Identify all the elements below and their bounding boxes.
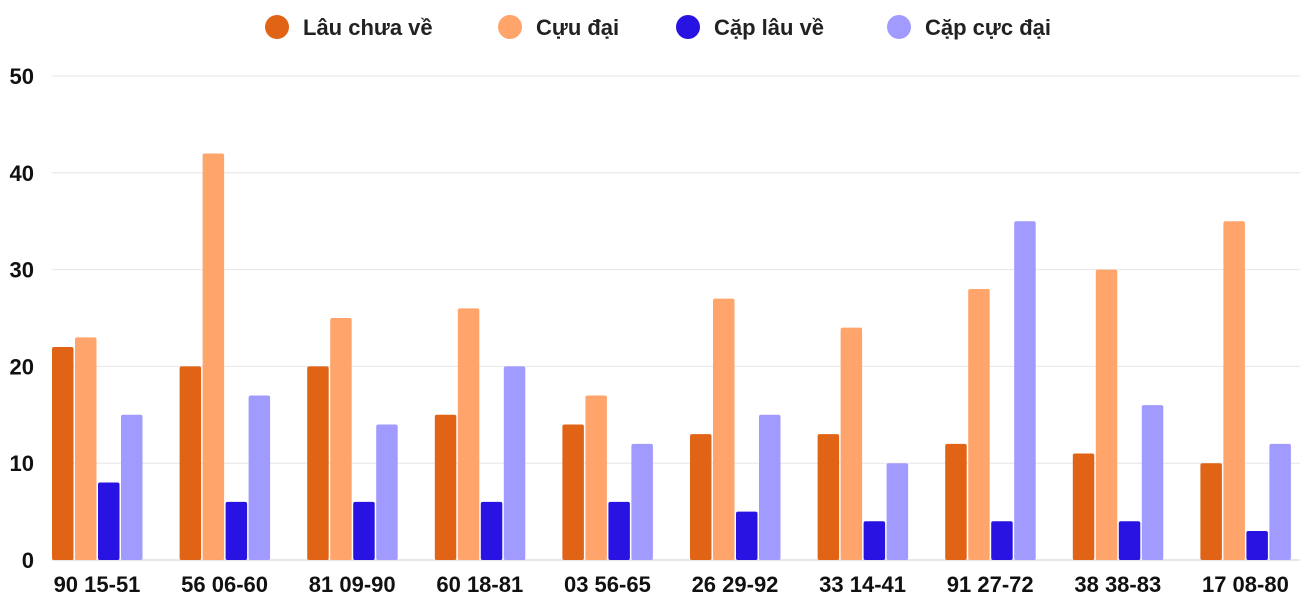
bar bbox=[945, 443, 967, 560]
y-tick-label: 0 bbox=[22, 548, 34, 573]
bar bbox=[376, 424, 398, 560]
bar bbox=[631, 443, 653, 560]
bar bbox=[886, 463, 909, 560]
legend-item: Lâu chưa về bbox=[265, 15, 433, 40]
y-tick-label: 20 bbox=[10, 354, 34, 379]
bar bbox=[1141, 405, 1164, 560]
bar bbox=[1246, 530, 1268, 560]
x-tick-label: 81 09-90 bbox=[309, 572, 396, 597]
bar bbox=[353, 501, 375, 560]
bar bbox=[225, 501, 248, 560]
bar bbox=[817, 434, 840, 560]
bar bbox=[98, 482, 120, 560]
legend-item: Cặp cực đại bbox=[887, 15, 1051, 40]
legend-label: Cặp lâu về bbox=[714, 15, 824, 40]
legend-swatch bbox=[887, 15, 911, 39]
x-tick-label: 33 14-41 bbox=[819, 572, 906, 597]
x-axis-labels: 90 15-51 56 06-60 81 09-90 60 18-81 03 56-65… bbox=[54, 572, 1289, 597]
legend-item: Cựu đại bbox=[498, 15, 619, 40]
y-tick-label: 30 bbox=[10, 258, 34, 283]
bar bbox=[1200, 463, 1222, 560]
bar bbox=[202, 153, 225, 560]
bar bbox=[330, 318, 352, 560]
bar bbox=[585, 395, 607, 560]
bar bbox=[503, 366, 526, 560]
bars bbox=[52, 153, 1291, 560]
bar bbox=[457, 308, 480, 560]
bar bbox=[863, 521, 886, 560]
bar bbox=[121, 414, 143, 560]
y-tick-label: 40 bbox=[10, 161, 34, 186]
bar bbox=[1269, 443, 1291, 560]
legend-label: Cựu đại bbox=[536, 15, 619, 40]
legend-item: Cặp lâu về bbox=[676, 15, 824, 40]
x-tick-label: 26 29-92 bbox=[692, 572, 779, 597]
x-tick-label: 60 18-81 bbox=[436, 572, 523, 597]
x-tick-label: 56 06-60 bbox=[181, 572, 268, 597]
x-tick-label: 17 08-80 bbox=[1202, 572, 1289, 597]
bar bbox=[968, 288, 990, 560]
x-tick-label: 03 56-65 bbox=[564, 572, 651, 597]
x-tick-label: 90 15-51 bbox=[54, 572, 141, 597]
bar bbox=[1223, 221, 1245, 560]
bar bbox=[991, 521, 1013, 560]
bar bbox=[1072, 453, 1095, 560]
bar bbox=[608, 501, 630, 560]
bar bbox=[713, 298, 735, 560]
legend-swatch bbox=[265, 15, 289, 39]
bar bbox=[52, 347, 74, 560]
legend-label: Lâu chưa về bbox=[303, 15, 433, 40]
x-tick-label: 91 27-72 bbox=[947, 572, 1034, 597]
legend: Lâu chưa về Cựu đại Cặp lâu về Cặp cực đại bbox=[265, 15, 1051, 40]
bar bbox=[759, 414, 781, 560]
bar bbox=[480, 501, 503, 560]
bar bbox=[179, 366, 202, 560]
bar bbox=[248, 395, 271, 560]
y-tick-label: 50 bbox=[10, 64, 34, 89]
bar bbox=[736, 511, 758, 560]
bar bbox=[840, 327, 863, 560]
legend-swatch bbox=[498, 15, 522, 39]
legend-swatch bbox=[676, 15, 700, 39]
y-tick-label: 10 bbox=[10, 451, 34, 476]
bar bbox=[75, 337, 97, 560]
legend-label: Cặp cực đại bbox=[925, 15, 1051, 40]
bar bbox=[307, 366, 329, 560]
bar bbox=[1095, 269, 1118, 560]
bar bbox=[690, 434, 712, 560]
x-tick-label: 38 38-83 bbox=[1074, 572, 1161, 597]
bar bbox=[1118, 521, 1141, 560]
bar bbox=[562, 424, 584, 560]
gridlines: 0 10 20 30 40 50 bbox=[10, 64, 1300, 573]
bar bbox=[1014, 221, 1036, 560]
bar bbox=[434, 414, 457, 560]
